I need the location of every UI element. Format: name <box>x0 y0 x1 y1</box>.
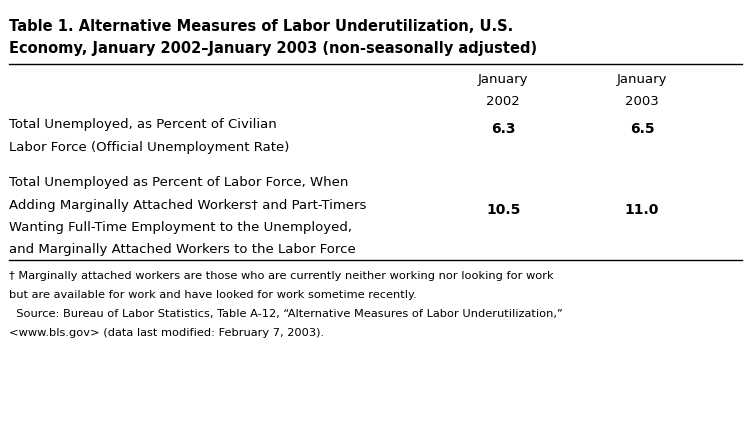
Text: 6.3: 6.3 <box>491 123 515 136</box>
Text: 2002: 2002 <box>487 95 520 108</box>
Text: Economy, January 2002–January 2003 (non-seasonally adjusted): Economy, January 2002–January 2003 (non-… <box>9 41 537 56</box>
Text: Total Unemployed, as Percent of Civilian: Total Unemployed, as Percent of Civilian <box>9 118 277 131</box>
Text: 2003: 2003 <box>626 95 659 108</box>
Text: Table 1. Alternative Measures of Labor Underutilization, U.S.: Table 1. Alternative Measures of Labor U… <box>9 19 513 34</box>
Text: January: January <box>617 73 668 86</box>
Text: <www.bls.gov> (data last modified: February 7, 2003).: <www.bls.gov> (data last modified: Febru… <box>9 328 324 338</box>
Text: 10.5: 10.5 <box>486 203 520 217</box>
Text: Labor Force (Official Unemployment Rate): Labor Force (Official Unemployment Rate) <box>9 141 289 154</box>
Text: † Marginally attached workers are those who are currently neither working nor lo: † Marginally attached workers are those … <box>9 271 553 281</box>
Text: 6.5: 6.5 <box>630 123 654 136</box>
Text: Source: Bureau of Labor Statistics, Table A-12, “Alternative Measures of Labor U: Source: Bureau of Labor Statistics, Tabl… <box>9 309 562 319</box>
Text: 11.0: 11.0 <box>625 203 659 217</box>
Text: January: January <box>478 73 529 86</box>
Text: Total Unemployed as Percent of Labor Force, When: Total Unemployed as Percent of Labor For… <box>9 176 348 189</box>
Text: Adding Marginally Attached Workers† and Part-Timers: Adding Marginally Attached Workers† and … <box>9 199 366 212</box>
Text: and Marginally Attached Workers to the Labor Force: and Marginally Attached Workers to the L… <box>9 243 356 256</box>
Text: but are available for work and have looked for work sometime recently.: but are available for work and have look… <box>9 290 417 300</box>
Text: Wanting Full-Time Employment to the Unemployed,: Wanting Full-Time Employment to the Unem… <box>9 221 352 234</box>
